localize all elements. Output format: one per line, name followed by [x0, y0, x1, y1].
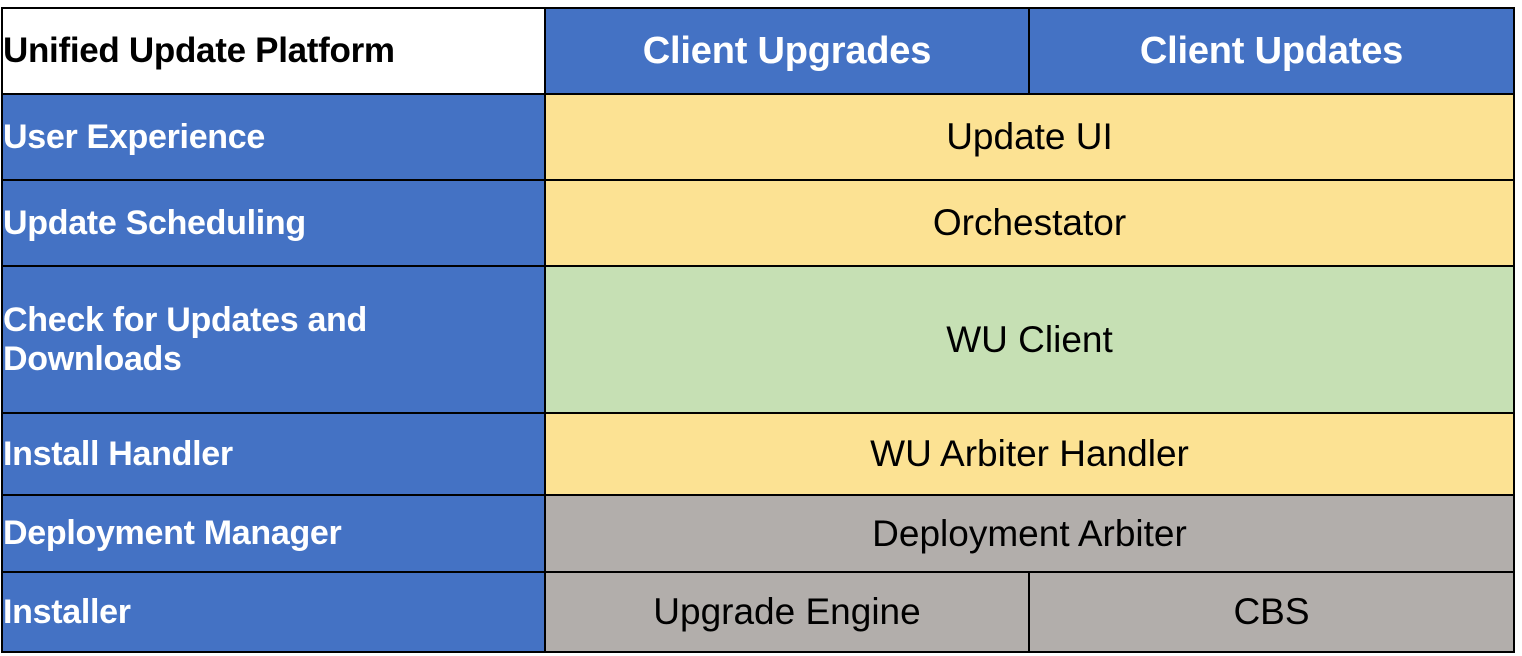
row-label-installer: Installer: [1, 571, 546, 653]
cell-update-ui: Update UI: [544, 93, 1515, 181]
cell-cbs: CBS: [1028, 571, 1515, 653]
uup-architecture-table: Unified Update Platform Client Upgrades …: [1, 7, 1515, 653]
row-label-line-1: Check for Updates and: [3, 301, 367, 340]
column-header-client-updates: Client Updates: [1028, 7, 1515, 95]
table-row: Installer Upgrade Engine CBS: [1, 571, 1515, 653]
row-label-user-experience: User Experience: [1, 93, 546, 181]
row-label-deployment-manager: Deployment Manager: [1, 494, 546, 573]
cell-wu-arbiter-handler: WU Arbiter Handler: [544, 412, 1515, 496]
column-header-client-upgrades: Client Upgrades: [544, 7, 1030, 95]
table-row: Check for Updates and Downloads WU Clien…: [1, 265, 1515, 414]
cell-upgrade-engine: Upgrade Engine: [544, 571, 1030, 653]
table-header-row: Unified Update Platform Client Upgrades …: [1, 7, 1515, 95]
row-label-update-scheduling: Update Scheduling: [1, 179, 546, 267]
table-row: User Experience Update UI: [1, 93, 1515, 181]
row-label-line-2: Downloads: [3, 339, 182, 378]
table-row: Update Scheduling Orchestator: [1, 179, 1515, 267]
cell-wu-client: WU Client: [544, 265, 1515, 414]
cell-deployment-arbiter: Deployment Arbiter: [544, 494, 1515, 573]
table-row: Install Handler WU Arbiter Handler: [1, 412, 1515, 496]
row-label-install-handler: Install Handler: [1, 412, 546, 496]
cell-orchestator: Orchestator: [544, 179, 1515, 267]
row-label-check-for-updates-and-downloads: Check for Updates and Downloads: [1, 265, 546, 414]
table-row: Deployment Manager Deployment Arbiter: [1, 494, 1515, 573]
page-title: Unified Update Platform: [1, 7, 546, 95]
